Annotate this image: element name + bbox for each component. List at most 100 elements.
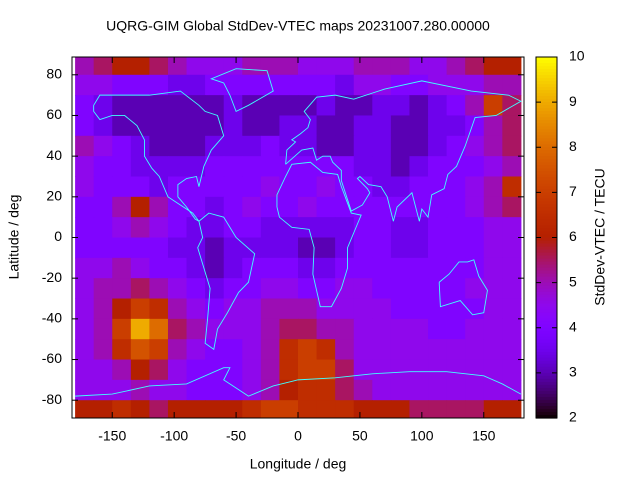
cell (223, 237, 243, 259)
cell (335, 339, 355, 361)
colorbar-strip (536, 75, 557, 79)
cell (93, 318, 113, 340)
cell (186, 359, 206, 381)
cell (75, 57, 95, 76)
cell (279, 57, 299, 76)
cell (353, 298, 373, 320)
colorbar-strip (536, 219, 557, 224)
cell (242, 278, 262, 300)
colorbar-strip (536, 216, 557, 221)
cell (428, 318, 448, 340)
colorbar-strip (536, 99, 557, 103)
cell (260, 176, 280, 198)
cell (353, 359, 373, 381)
cell (335, 298, 355, 320)
colorbar-strip (536, 171, 557, 175)
cell (316, 237, 336, 259)
cell (335, 359, 355, 381)
cell (93, 135, 113, 157)
cell (316, 57, 336, 76)
colorbar-strip (536, 312, 557, 317)
cell (483, 339, 503, 361)
cell (112, 135, 132, 157)
cell (149, 257, 169, 279)
colorbar-strip (536, 225, 557, 230)
cell (223, 217, 243, 238)
cell (298, 196, 318, 218)
colorbar-strip (536, 288, 557, 293)
colorbar-strip (536, 237, 557, 242)
cell (205, 57, 225, 76)
colorbar-strip (536, 60, 557, 64)
cell (353, 196, 373, 218)
colorbar-strip (536, 135, 557, 139)
cell (279, 379, 299, 401)
cell (93, 298, 113, 320)
cell (353, 135, 373, 157)
cell (242, 196, 262, 218)
cell (279, 176, 299, 198)
cell (502, 298, 522, 320)
colorbar-strip (536, 342, 557, 347)
colorbar-strip (536, 234, 557, 239)
chart-title: UQRG-GIM Global StdDev-VTEC maps 2023100… (106, 18, 490, 34)
cell (465, 217, 485, 238)
cell (502, 156, 522, 177)
cell (353, 95, 373, 116)
cell (502, 278, 522, 300)
colorbar-strip (536, 366, 557, 371)
cell (75, 176, 95, 198)
cell (260, 217, 280, 238)
cell (167, 339, 188, 361)
cell (223, 176, 243, 198)
cell (428, 196, 448, 218)
cell (483, 135, 503, 157)
colorbar-strip (536, 183, 557, 187)
cell (186, 74, 206, 96)
colorbar-strip (536, 378, 557, 383)
colorbar-strip (536, 180, 557, 184)
cell (316, 115, 336, 137)
cell (353, 115, 373, 137)
cell (186, 379, 206, 401)
cell (279, 95, 299, 116)
cell (353, 237, 373, 259)
cell (279, 400, 299, 418)
cell (75, 156, 95, 177)
cell (149, 379, 169, 401)
colorbar-strip (536, 141, 557, 145)
cell (186, 237, 206, 259)
cell (390, 400, 410, 418)
cell (446, 359, 466, 381)
colorbar-strip (536, 66, 557, 70)
cell (186, 95, 206, 116)
colorbar-strip (536, 372, 557, 377)
colorbar-strip (536, 147, 557, 151)
cell (502, 339, 522, 361)
cell (242, 176, 262, 198)
cell (502, 135, 522, 157)
cell (465, 359, 485, 381)
cell (446, 278, 466, 300)
cell (428, 379, 448, 401)
cell (353, 57, 373, 76)
colorbar-strip (536, 246, 557, 251)
cell (335, 57, 355, 76)
coastline (93, 90, 225, 222)
cell (260, 318, 280, 340)
cell (446, 379, 466, 401)
cell (149, 359, 169, 381)
cell (409, 217, 429, 238)
colorbar-strip (536, 231, 557, 236)
cell (409, 400, 429, 418)
cell (205, 196, 225, 218)
colorbar-strip (536, 201, 557, 206)
cell (112, 156, 132, 177)
cell (502, 217, 522, 238)
cell (93, 57, 113, 76)
cell (428, 135, 448, 157)
colorbar-strip (536, 72, 557, 76)
cell (372, 257, 392, 279)
cell (242, 95, 262, 116)
cell (205, 217, 225, 238)
